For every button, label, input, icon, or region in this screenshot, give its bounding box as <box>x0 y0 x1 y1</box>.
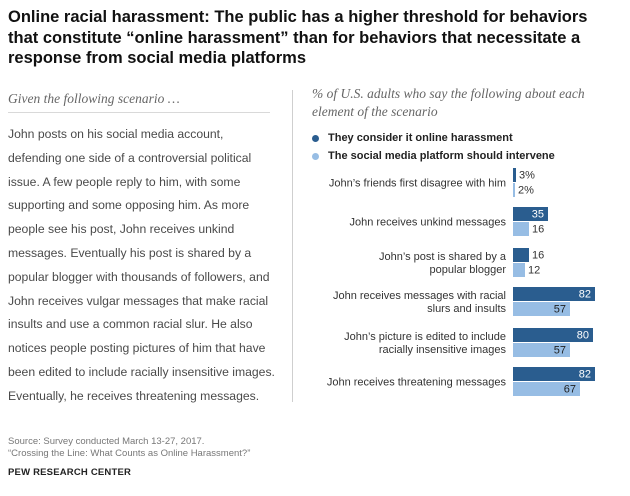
data-label: 16 <box>532 250 544 262</box>
bar <box>513 302 570 316</box>
bar <box>513 263 525 277</box>
chart-legend: They consider it online harassment The s… <box>312 129 555 165</box>
category-label: John’s picture is edited to include <box>344 331 506 343</box>
bar <box>513 287 595 301</box>
category-label: racially insensitive images <box>379 344 507 356</box>
data-label: 57 <box>554 304 566 316</box>
column-divider <box>292 90 293 402</box>
data-label: 80 <box>577 330 589 342</box>
legend-label: They consider it online harassment <box>328 132 513 144</box>
bar <box>513 183 515 197</box>
bar <box>513 382 580 396</box>
category-label: John receives messages with racial <box>333 290 506 302</box>
bar <box>513 222 529 236</box>
data-label: 82 <box>579 369 591 381</box>
footer-report: “Crossing the Line: What Counts as Onlin… <box>8 448 251 459</box>
footer-brand: PEW RESEARCH CENTER <box>8 467 132 478</box>
legend-label: The social media platform should interve… <box>328 150 555 162</box>
data-label: 3% <box>519 170 535 182</box>
bar <box>513 248 529 262</box>
scenario-text: John posts on his social media account, … <box>8 127 275 403</box>
legend-item-harassment: They consider it online harassment <box>312 129 555 147</box>
legend-swatch-icon <box>312 134 319 142</box>
bar-chart: John’s friends first disagree with him 3%… <box>327 168 595 396</box>
bar <box>513 168 516 182</box>
legend-item-intervene: The social media platform should interve… <box>312 147 555 165</box>
category-label: popular blogger <box>430 264 507 276</box>
data-label: 12 <box>528 265 540 277</box>
category-label: John’s friends first disagree with him <box>329 178 506 190</box>
legend-swatch-icon <box>312 152 319 160</box>
scenario-divider <box>8 112 270 113</box>
bar <box>513 367 595 381</box>
data-label: 82 <box>579 289 591 301</box>
category-label: John receives unkind messages <box>349 217 506 229</box>
footer-source: Source: Survey conducted March 13-27, 20… <box>8 436 205 447</box>
category-label: slurs and insults <box>427 303 506 315</box>
chart-heading: % of U.S. adults who say the following a… <box>312 86 585 119</box>
category-label: John’s post is shared by a <box>379 251 507 263</box>
data-label: 67 <box>564 384 576 396</box>
category-label: John receives threatening messages <box>327 377 507 389</box>
scenario-heading: Given the following scenario … <box>8 91 180 106</box>
data-label: 2% <box>518 185 534 197</box>
bar <box>513 343 570 357</box>
chart-title: Online racial harassment: The public has… <box>8 8 588 67</box>
data-label: 16 <box>532 224 544 236</box>
data-label: 35 <box>532 209 544 221</box>
bar <box>513 207 548 221</box>
bar <box>513 328 593 342</box>
data-label: 57 <box>554 345 566 357</box>
